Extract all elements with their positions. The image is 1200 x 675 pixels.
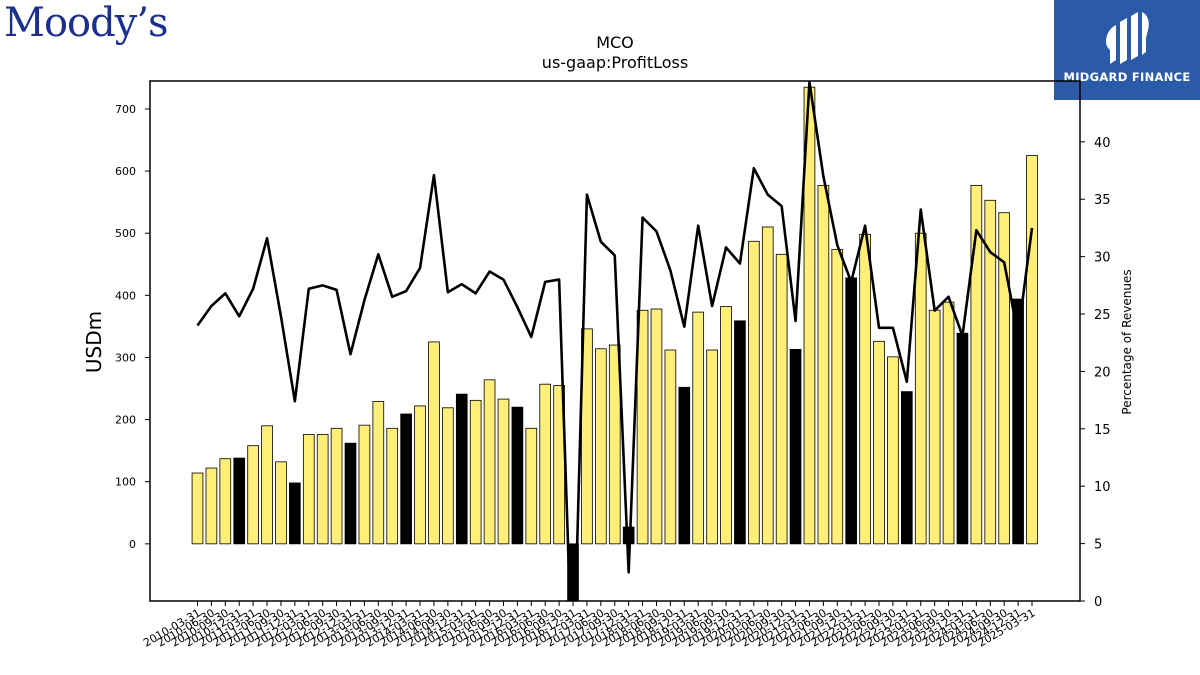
bar	[595, 348, 607, 545]
bar	[636, 309, 649, 545]
bar	[219, 458, 232, 545]
bar	[734, 320, 746, 545]
bar	[511, 406, 524, 545]
bar	[455, 393, 468, 545]
bar	[302, 434, 315, 545]
y2-tick-label: 20	[1094, 365, 1111, 380]
bar	[873, 340, 885, 545]
bar	[1012, 298, 1024, 545]
bar	[525, 427, 538, 545]
bar	[414, 405, 426, 545]
brand-name: MIDGARD FINANCE	[1063, 70, 1191, 84]
bar	[942, 301, 955, 545]
bar	[358, 424, 371, 545]
bar	[761, 226, 774, 545]
bar	[205, 467, 218, 545]
bar	[608, 344, 621, 545]
bar	[372, 401, 385, 545]
bar	[1026, 155, 1038, 545]
bar	[748, 240, 760, 545]
bar-series	[191, 86, 1038, 602]
bar	[998, 212, 1011, 545]
bar	[970, 184, 983, 545]
bar	[887, 356, 899, 545]
bar	[344, 442, 357, 545]
y-tick-label: 400	[115, 289, 136, 302]
y2-tick-label: 10	[1094, 480, 1111, 495]
y2-tick-label: 35	[1094, 193, 1111, 208]
bar	[914, 232, 927, 545]
bar	[678, 386, 691, 545]
bar	[901, 391, 913, 545]
y2-axis-label: Percentage of Revenues	[1120, 269, 1134, 414]
moodys-logo: Moody’s	[4, 0, 169, 46]
bar	[428, 341, 440, 545]
bar	[442, 407, 454, 545]
bar	[692, 311, 705, 545]
y-tick-label: 700	[115, 103, 136, 116]
y2-tick-label: 40	[1094, 136, 1111, 151]
bar	[233, 457, 246, 545]
y-tick-label: 200	[115, 414, 136, 427]
y2-tick-label: 25	[1094, 308, 1111, 323]
bar	[845, 277, 858, 545]
bar	[581, 328, 593, 545]
y2-tick-label: 15	[1094, 423, 1111, 438]
bar	[400, 413, 412, 545]
bar	[261, 425, 273, 545]
midgard-emblem-icon	[1106, 12, 1149, 64]
bar	[497, 398, 510, 545]
bar	[330, 427, 343, 545]
bar	[775, 253, 788, 545]
bar	[720, 306, 732, 545]
bar	[289, 482, 301, 545]
bar	[817, 184, 830, 545]
chart-subtitle: us-gaap:ProfitLoss	[542, 53, 688, 72]
bar	[956, 332, 969, 545]
bar	[984, 199, 997, 545]
y-tick-label: 600	[115, 165, 136, 178]
y2-tick-label: 5	[1094, 538, 1102, 553]
y-axis-label: USDm	[82, 311, 106, 373]
y-axis: 0 100 200 300 400 500 600 700	[115, 103, 150, 551]
bar	[191, 472, 204, 545]
bar	[859, 234, 871, 545]
bar	[275, 461, 287, 545]
y-tick-label: 0	[129, 538, 136, 551]
bar	[483, 379, 496, 545]
x-axis: 2010-03-312010-06-302010-09-302010-12-31…	[141, 601, 1038, 650]
y2-axis: 0 5 10 15 20 25 30 35 40	[1080, 136, 1111, 610]
bar	[539, 383, 552, 545]
y2-tick-label: 0	[1094, 595, 1102, 610]
y2-tick-label: 30	[1094, 251, 1111, 266]
line-path	[196, 81, 1034, 601]
bar	[386, 427, 399, 545]
chart-title: MCO	[596, 33, 634, 52]
midgard-finance-logo: MIDGARD FINANCE	[1054, 0, 1200, 100]
bar	[831, 248, 844, 545]
line-series	[196, 81, 1034, 601]
bar	[316, 434, 329, 545]
y-tick-label: 300	[115, 351, 136, 364]
bar	[928, 309, 941, 545]
bar	[247, 445, 259, 545]
bar	[664, 349, 677, 545]
y-tick-label: 500	[115, 227, 136, 240]
bar	[650, 308, 663, 545]
y-tick-label: 100	[115, 476, 136, 489]
bar	[469, 399, 482, 545]
bar	[789, 348, 802, 545]
bar	[706, 349, 718, 545]
